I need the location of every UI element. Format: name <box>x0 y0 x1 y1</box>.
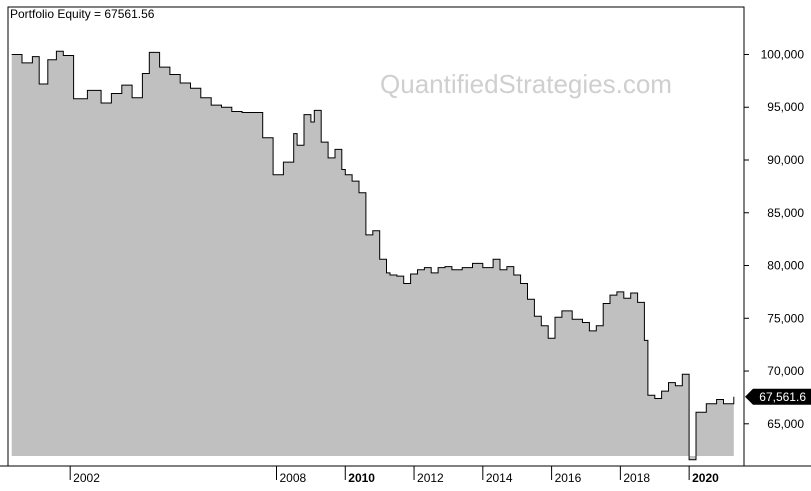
x-tick-label: 2008 <box>279 471 306 485</box>
y-tick-label: 65,000 <box>767 417 804 431</box>
x-tick-label: 2012 <box>417 471 444 485</box>
y-tick-label: 70,000 <box>767 364 804 378</box>
equity-line <box>11 50 735 461</box>
equity-area <box>11 51 734 460</box>
x-tick-label: 2018 <box>623 471 650 485</box>
y-tick-label: 100,000 <box>761 47 805 61</box>
x-tick-label: 2016 <box>555 471 582 485</box>
x-tick-label: 2014 <box>486 471 513 485</box>
y-tick-label: 95,000 <box>767 100 804 114</box>
x-tick-label: 2002 <box>73 471 100 485</box>
chart-title: Portfolio Equity = 67561.56 <box>10 7 155 21</box>
watermark-text: QuantifiedStrategies.com <box>380 69 672 99</box>
y-tick-label: 75,000 <box>767 311 804 325</box>
y-tick-label: 85,000 <box>767 206 804 220</box>
y-tick-label: 90,000 <box>767 153 804 167</box>
x-tick-label: 2020 <box>692 471 719 485</box>
x-tick-label: 2010 <box>348 471 375 485</box>
y-tick-label: 80,000 <box>767 259 804 273</box>
last-value-label: 67,561.6 <box>759 390 806 404</box>
last-value-badge <box>745 388 811 405</box>
